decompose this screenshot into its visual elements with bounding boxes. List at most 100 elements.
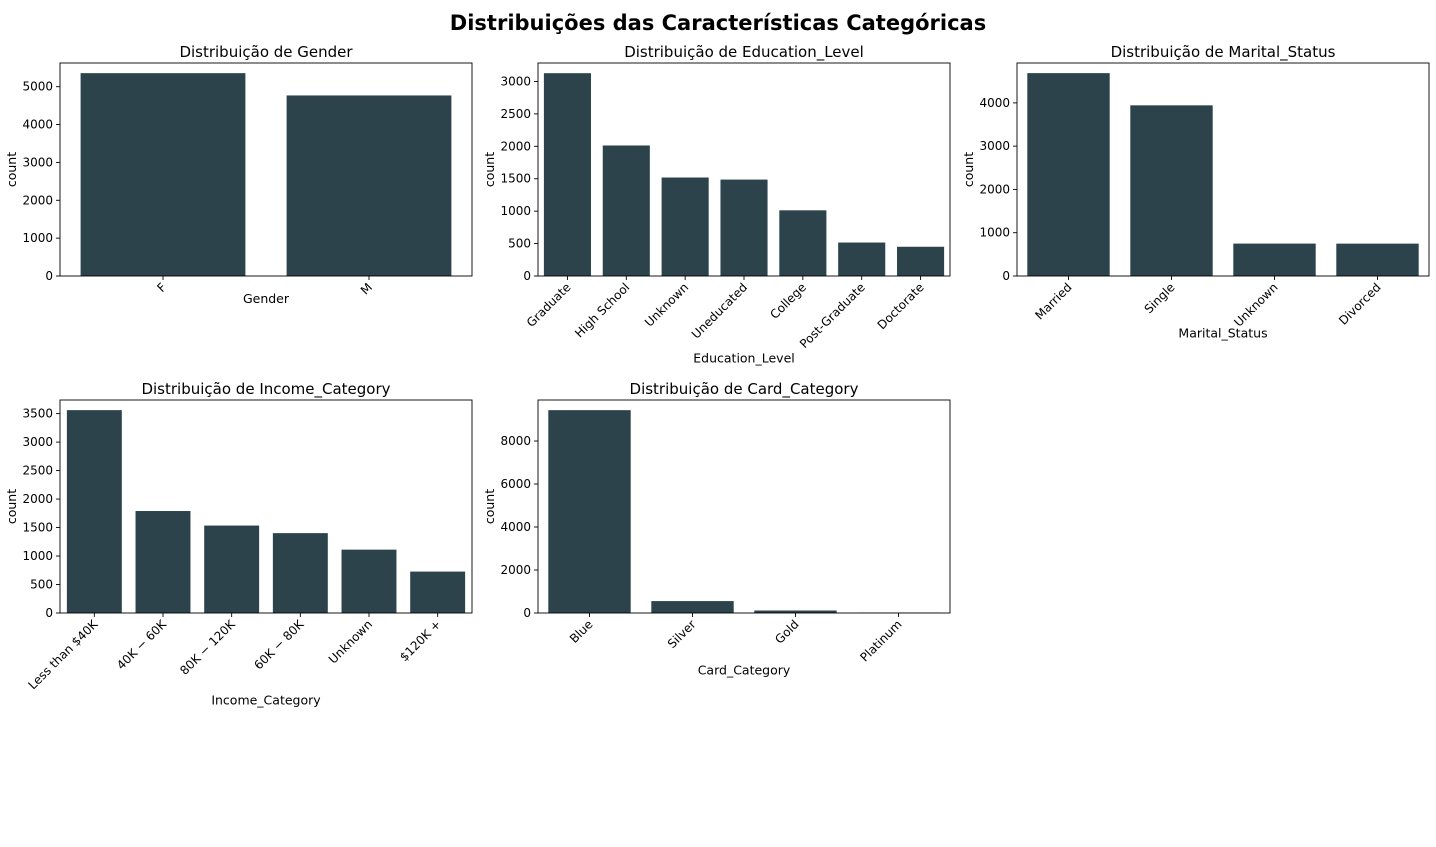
chart-panel-5: 0 2000 4000 6000 8000 Blue Silver Gold Platinum D… <box>482 380 951 678</box>
x-axis-label: Income_Category <box>211 692 321 707</box>
x-tick-label: 60K − 80K <box>251 616 307 672</box>
y-tick-label: 0 <box>45 269 53 283</box>
bar-unknown <box>341 549 397 613</box>
bar-m <box>286 95 452 276</box>
bar-high-school <box>602 145 650 276</box>
y-tick-label: 2000 <box>500 563 531 577</box>
x-tick-label: Gold <box>772 617 801 646</box>
x-tick-label: Uneducated <box>689 280 750 341</box>
x-tick-label: Silver <box>665 617 699 651</box>
panel-title: Distribuição de Education_Level <box>624 43 864 62</box>
x-tick-label: Platinum <box>857 617 904 664</box>
y-axis-label: count <box>482 489 497 524</box>
panel-title: Distribuição de Income_Category <box>141 380 390 399</box>
chart-panel-4: 0 500 1000 1500 2000 2500 3000 3500 Less than $4… <box>4 380 473 707</box>
x-tick-label: Unknown <box>1231 280 1280 329</box>
bar-single <box>1130 105 1213 276</box>
bar-f <box>80 73 246 277</box>
y-tick-label: 3000 <box>22 435 53 449</box>
bar-unknown <box>661 177 709 276</box>
bar-60k-80k <box>272 533 328 613</box>
axes-frame <box>59 62 473 277</box>
y-tick-label: 1000 <box>22 231 53 245</box>
figure-suptitle: Distribuições das Características Categó… <box>450 11 986 35</box>
x-tick-label: F <box>154 280 169 295</box>
y-tick-label: 0 <box>45 606 53 620</box>
x-tick-label: M <box>358 280 375 297</box>
y-tick-label: 1500 <box>500 172 531 186</box>
y-tick-label: 3500 <box>22 407 53 421</box>
y-tick-label: 5000 <box>22 80 53 94</box>
y-axis-label: count <box>4 152 19 187</box>
axes-frame <box>537 399 951 614</box>
bar-uneducated <box>720 179 768 276</box>
x-tick-label: Married <box>1032 280 1074 322</box>
chart-panel-3: 0 1000 2000 3000 4000 Married Single Unknown Div… <box>961 43 1430 341</box>
y-tick-label: 0 <box>523 269 531 283</box>
y-tick-label: 0 <box>1002 269 1010 283</box>
y-tick-label: 1000 <box>500 204 531 218</box>
bar-120k <box>410 571 466 613</box>
y-tick-label: 2000 <box>22 193 53 207</box>
bar-40k-60k <box>135 511 191 613</box>
x-tick-label: Graduate <box>524 280 574 330</box>
panel-title: Distribuição de Card_Category <box>630 380 859 399</box>
y-tick-label: 4000 <box>979 96 1010 110</box>
bar-divorced <box>1336 243 1419 276</box>
y-tick-label: 2500 <box>500 107 531 121</box>
axes-frame <box>59 399 473 614</box>
bar-graduate <box>543 73 591 277</box>
bar-post-graduate <box>838 242 886 276</box>
x-tick-label: Single <box>1142 280 1178 316</box>
x-tick-label: 40K − 60K <box>114 616 170 672</box>
chart-panel-1: 0 1000 2000 3000 4000 5000 F M Distribuição de G… <box>4 43 473 306</box>
y-tick-label: 1000 <box>22 549 53 563</box>
y-tick-label: 3000 <box>979 139 1010 153</box>
bar-less-than-40k <box>66 410 122 613</box>
x-axis-label: Gender <box>243 291 290 306</box>
bar-80k-120k <box>204 525 260 613</box>
y-tick-label: 500 <box>30 578 53 592</box>
panel-title: Distribuição de Gender <box>179 43 353 61</box>
x-tick-label: $120K + <box>397 617 444 664</box>
y-tick-label: 2000 <box>22 492 53 506</box>
bar-doctorate <box>897 246 945 276</box>
y-tick-label: 8000 <box>500 434 531 448</box>
x-tick-label: High School <box>572 280 632 340</box>
x-tick-label: Unknown <box>642 280 691 329</box>
bar-unknown <box>1233 243 1316 276</box>
x-axis-label: Marital_Status <box>1178 326 1267 341</box>
y-tick-label: 3000 <box>500 74 531 88</box>
bar-gold <box>754 610 837 613</box>
y-tick-label: 3000 <box>22 155 53 169</box>
x-tick-label: 80K − 120K <box>177 616 238 677</box>
x-tick-label: Less than $40K <box>25 616 101 692</box>
y-tick-label: 2000 <box>979 182 1010 196</box>
y-tick-label: 0 <box>523 606 531 620</box>
x-tick-label: Blue <box>567 617 596 646</box>
y-axis-label: count <box>482 152 497 187</box>
y-tick-label: 2000 <box>500 139 531 153</box>
y-tick-label: 1000 <box>979 226 1010 240</box>
x-tick-label: College <box>767 280 809 322</box>
bar-silver <box>651 601 734 613</box>
y-tick-label: 4000 <box>22 118 53 132</box>
bar-college <box>779 210 827 276</box>
panel-title: Distribuição de Marital_Status <box>1111 43 1336 62</box>
axes-frame <box>1016 62 1430 277</box>
y-axis-label: count <box>4 489 19 524</box>
x-tick-label: Doctorate <box>875 280 927 332</box>
y-axis-label: count <box>961 152 976 187</box>
x-tick-label: Unknown <box>326 617 375 666</box>
x-axis-label: Education_Level <box>693 350 794 365</box>
y-tick-label: 4000 <box>500 520 531 534</box>
x-axis-label: Card_Category <box>698 663 791 678</box>
y-tick-label: 2500 <box>22 464 53 478</box>
y-tick-label: 6000 <box>500 477 531 491</box>
y-tick-label: 1500 <box>22 521 53 535</box>
y-tick-label: 500 <box>508 237 531 251</box>
bar-blue <box>548 410 631 613</box>
